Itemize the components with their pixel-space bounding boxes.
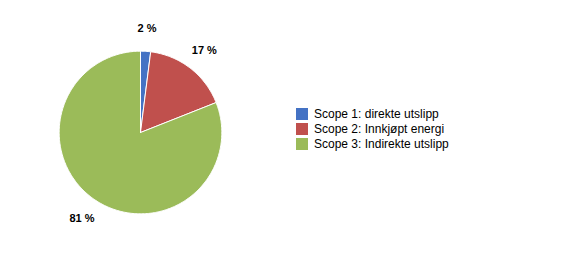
html-text:Scope 3: Indirekte utslipp: Scope 3: Indirekte utslipp	[314, 136, 449, 151]
html-text:Scope 2: Innkjøpt energi: Scope 2: Innkjøpt energi	[314, 121, 445, 136]
html-text:Scope 1: direkte utslipp: Scope 1: direkte utslipp	[314, 106, 439, 121]
svg-text:17 %: 17 %	[192, 44, 217, 56]
svg-text:81 %: 81 %	[69, 212, 94, 224]
svg-text:2 %: 2 %	[138, 22, 157, 34]
